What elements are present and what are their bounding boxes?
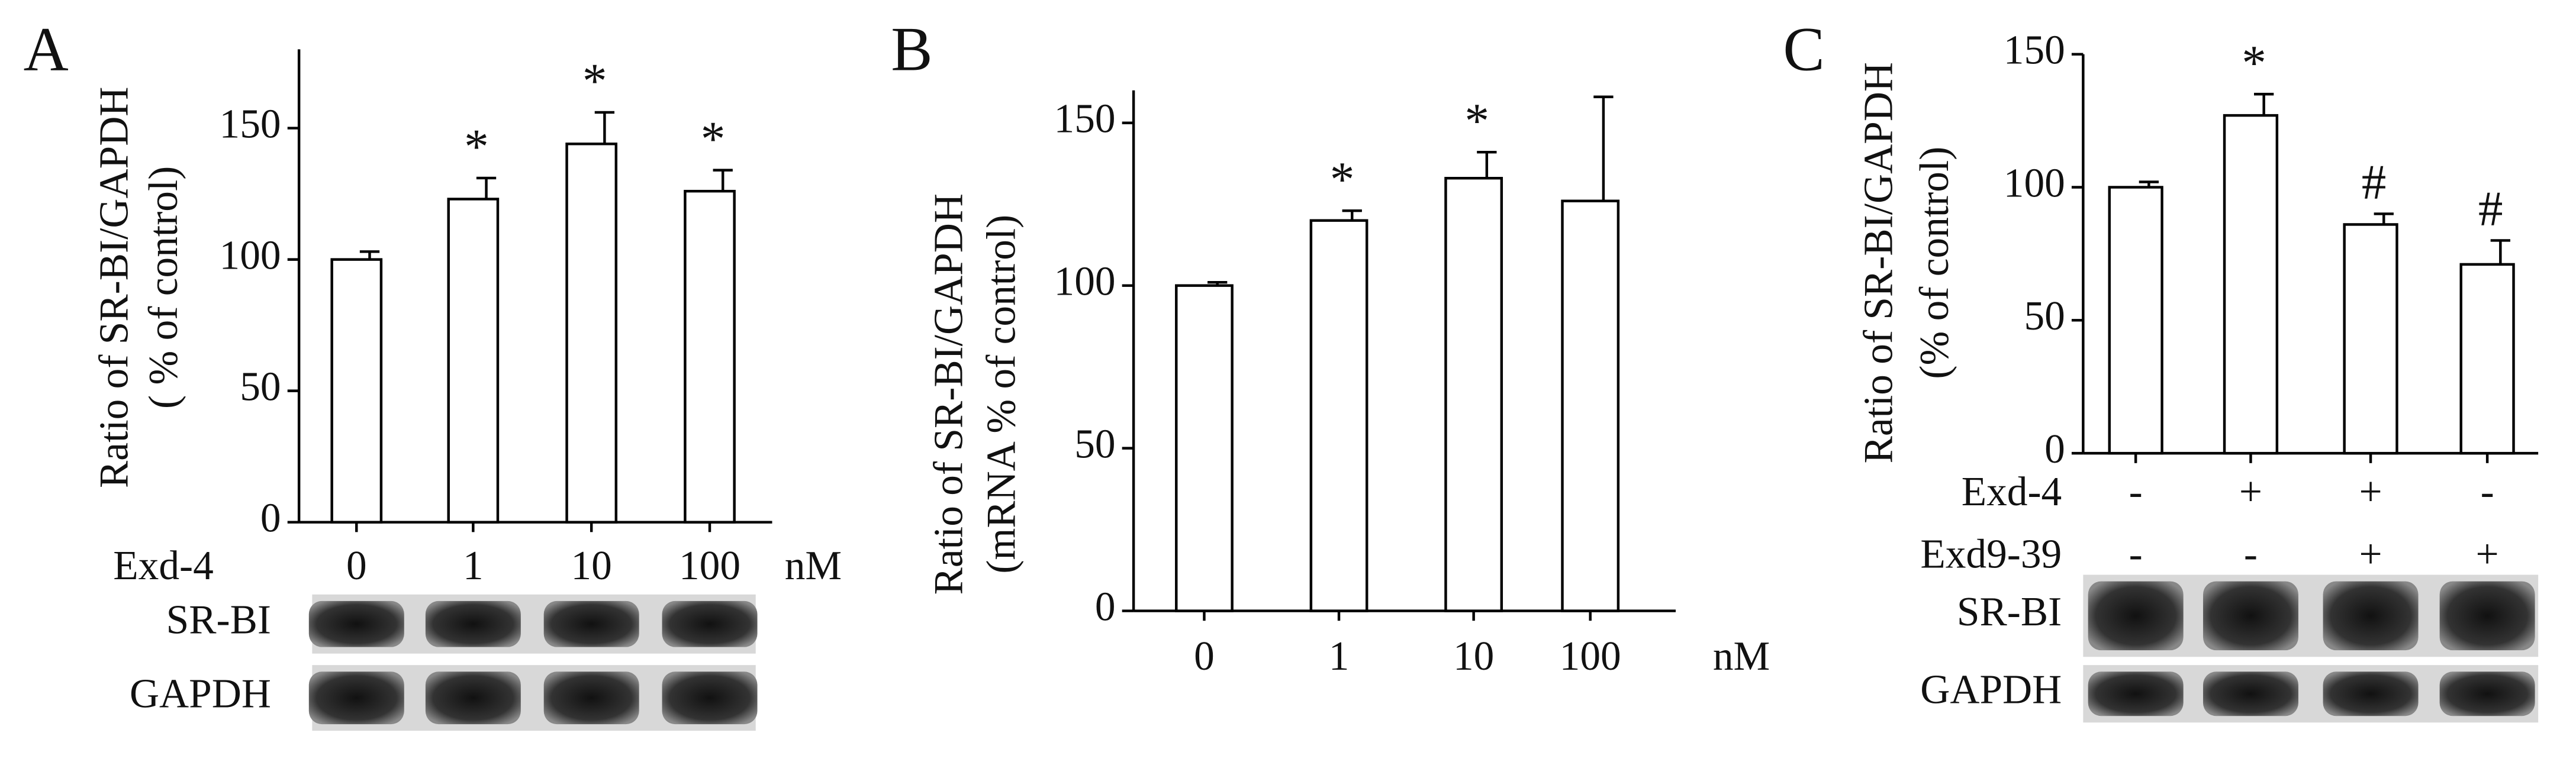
condition-value: + [2359,532,2382,577]
condition-value: + [2239,469,2262,515]
error-bar [2139,180,2159,188]
blot-label: GAPDH [1920,667,2062,713]
x-tick-label: 10 [1453,634,1494,679]
blot-band [425,671,521,725]
blot-label: GAPDH [130,671,271,717]
y-tick-label: 0 [260,496,281,541]
error-bar [2254,92,2274,116]
y-axis-title: ( % of control) [141,166,186,409]
y-axis-title: Ratio of SR-BI/GAPDH [1856,62,1902,463]
error-bar [476,176,497,199]
significance-marker: * [1330,153,1355,207]
error-bar [1342,209,1362,221]
bar [2223,114,2279,455]
blot-band [308,600,404,647]
y-tick-label: 150 [2004,28,2065,73]
bar [1309,219,1368,612]
condition-value: - [2481,469,2494,515]
y-tick-label: 50 [1074,422,1115,467]
y-axis-title: (% of control) [1912,147,1957,379]
bar [2108,186,2163,455]
y-tick-label: 100 [220,233,281,279]
y-tick-label: 0 [2044,427,2065,472]
error-bar [359,250,380,260]
condition-value: - [2244,532,2258,577]
y-tick-label: 0 [1095,584,1116,629]
bar [684,189,736,524]
condition-label: Exd-4 [1962,469,2062,515]
blot-band [543,671,639,725]
blot-band [662,600,758,647]
y-tick-label: 150 [1054,96,1116,142]
condition-value: - [2129,469,2143,515]
blot-band [2203,671,2298,716]
blot-label: SR-BI [1957,589,2062,635]
x-unit: nM [785,543,842,589]
blot-band [308,671,404,725]
blot-band [2323,581,2419,651]
significance-marker: * [1464,94,1489,148]
y-tick-label: 150 [220,101,281,147]
y-axis-title: Ratio of SR-BI/GAPDH [926,193,972,595]
panel-label: C [1783,15,1824,84]
blot-band [662,671,758,725]
bar [1175,284,1234,612]
x-tick-label: 100 [1560,634,1621,679]
bar [2459,263,2515,455]
x-tick-label: 1 [463,543,484,589]
blot-band [2439,581,2535,651]
panel-label: B [891,15,932,84]
x-tick-label: 10 [571,543,611,589]
blot-band [2088,671,2184,716]
error-bar [2374,212,2394,225]
error-bar [594,111,615,144]
significance-marker: * [582,54,607,109]
blot-band [2203,581,2298,651]
bar [1561,199,1620,612]
panel-label: A [24,15,69,84]
x-axis-title: Exd-4 [113,543,214,589]
x-tick-label: 100 [679,543,740,589]
blot-band [543,600,639,647]
error-bar [1593,95,1614,201]
bar [447,198,500,524]
y-tick-label: 100 [2004,160,2065,206]
x-tick-label: 1 [1329,634,1350,679]
error-bar [1208,280,1228,286]
y-tick-label: 100 [1054,259,1116,305]
bar [565,142,618,524]
error-bar [2490,239,2510,264]
error-bar [1477,150,1497,179]
y-axis-title: (mRNA % of control) [979,215,1025,574]
y-tick-label: 50 [2024,293,2065,339]
blot-band [2088,581,2184,651]
condition-value: + [2359,469,2382,515]
significance-marker: # [2362,156,2387,210]
bar [330,258,383,524]
significance-marker: * [2242,36,2266,91]
blot-band [2439,671,2535,716]
x-tick-label: 0 [346,543,367,589]
x-tick-label: 0 [1194,634,1215,679]
error-bar [713,169,733,192]
y-tick-label: 50 [240,364,281,410]
significance-marker: # [2478,182,2503,237]
blot-band [2323,671,2419,716]
condition-label: Exd9-39 [1920,532,2062,577]
x-unit: nM [1713,634,1770,679]
bar [1444,176,1503,612]
bar [2343,223,2398,455]
condition-value: - [2129,532,2143,577]
blot-band [425,600,521,647]
significance-marker: * [701,112,726,166]
blot-label: SR-BI [166,598,271,643]
y-axis-title: Ratio of SR-BI/GAPDH [92,87,137,488]
significance-marker: * [464,120,489,175]
condition-value: + [2476,532,2499,577]
